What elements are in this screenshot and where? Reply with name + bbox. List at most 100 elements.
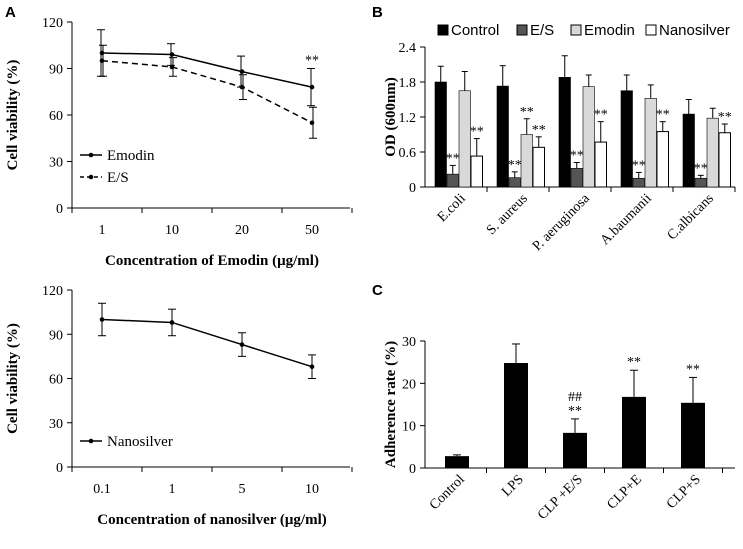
series-emodin: **	[97, 29, 319, 107]
x-tick-label: Control	[427, 472, 468, 513]
x-tick-label: 10	[305, 482, 319, 497]
y-tick-label: 30	[49, 417, 63, 432]
y-tick-label: 60	[49, 109, 63, 124]
legend-label: E/S	[530, 22, 554, 39]
bar	[681, 402, 705, 468]
significance-label: **	[508, 158, 522, 173]
significance-label: **	[632, 158, 646, 173]
x-tick-label: S. aureus	[484, 191, 531, 238]
y-axis-label: OD (600nm)	[383, 77, 399, 157]
x-tick-label: 50	[305, 223, 319, 238]
x-tick-label: CLP+E	[604, 472, 644, 512]
data-point	[169, 320, 175, 325]
significance-label: **	[718, 110, 732, 125]
error-bar	[630, 369, 638, 397]
panel-A2: 0 30 60 90 120 0.1 1 5 10 Concentration of nanosi…	[5, 284, 353, 528]
panel-label: A	[5, 4, 16, 21]
bar-e-s	[446, 173, 459, 188]
legend-label: Emodin	[107, 148, 155, 164]
bar-control	[434, 81, 447, 188]
panel-label: B	[372, 4, 383, 21]
error-bar	[685, 99, 692, 115]
x-tick-label: 20	[235, 223, 249, 238]
significance-label: **	[627, 355, 641, 370]
error-bar	[697, 174, 704, 179]
error-bar	[573, 162, 580, 169]
bar-nanosilver	[470, 155, 483, 188]
data-point	[239, 69, 245, 74]
y-axis-label: Adherence rate (%)	[383, 341, 399, 468]
error-bar	[689, 376, 697, 403]
x-tick-label: 10	[165, 223, 179, 238]
series-line	[101, 60, 313, 124]
y-tick-label: 0	[56, 202, 63, 217]
y-tick-label: 20	[402, 377, 416, 392]
significance-label: **	[570, 149, 584, 164]
error-bar	[499, 65, 506, 87]
bar-e-s	[694, 177, 707, 188]
y-tick-label: 0	[409, 181, 416, 196]
bar-nanosilver	[594, 141, 607, 188]
x-tick-label: LPS	[499, 472, 527, 500]
legend-label: Emodin	[584, 22, 635, 39]
x-tick-label: CLP+S	[664, 472, 704, 512]
error-bar	[585, 74, 592, 87]
bar-e-s	[570, 168, 583, 188]
significance-label: **	[305, 54, 319, 69]
legend-label: Nanosilver	[659, 22, 730, 39]
error-bar	[535, 136, 542, 148]
data-point	[99, 58, 105, 64]
series-line	[101, 318, 313, 368]
error-bar	[571, 418, 579, 433]
legend-entry: E/S	[516, 22, 554, 39]
data-point	[99, 317, 105, 322]
bar-e-s	[632, 177, 645, 188]
y-tick-label: 90	[49, 63, 63, 78]
legend-swatch	[516, 24, 528, 36]
x-tick-label: C.albicans	[665, 191, 717, 243]
significance-label: **	[470, 125, 484, 140]
y-tick-label: 0	[409, 462, 416, 477]
bar-nanosilver	[718, 132, 731, 188]
error-bar	[561, 55, 568, 78]
bar-emodin	[706, 117, 719, 188]
significance-label: **	[594, 108, 608, 123]
significance-label: **	[532, 123, 546, 138]
data-point	[309, 120, 315, 126]
y-tick-label: 1.8	[399, 76, 417, 91]
bar	[445, 456, 469, 468]
error-bar	[659, 121, 666, 132]
y-tick-label: 1.2	[399, 111, 417, 126]
legend-swatch	[645, 24, 657, 36]
bar-emodin	[582, 86, 595, 188]
data-point	[309, 364, 315, 370]
y-tick-label: 2.4	[399, 41, 417, 56]
error-bar	[523, 118, 530, 135]
data-point	[99, 50, 105, 56]
panel-A1: 0 30 60 90 120 1 10 20 50 Concentration of Emodin…	[5, 4, 353, 269]
x-axis-label: Concentration of nanosilver (μg/ml)	[97, 512, 326, 528]
legend-label: Control	[451, 22, 499, 39]
x-tick-label: P. aeruginosa	[530, 191, 593, 254]
legend-label: E/S	[107, 170, 129, 186]
error-bar	[461, 71, 468, 91]
bar	[622, 396, 646, 468]
data-point	[169, 64, 175, 70]
panel-label: C	[372, 282, 383, 299]
y-axis-label: Cell viability (%)	[5, 323, 21, 434]
series-nanosilver	[98, 302, 316, 379]
significance-label: **	[520, 105, 534, 120]
y-tick-label: 120	[42, 284, 63, 299]
data-point	[169, 52, 175, 57]
y-tick-label: 10	[402, 420, 416, 435]
y-tick-label: 120	[42, 16, 63, 31]
data-point	[239, 342, 245, 347]
data-point	[239, 84, 245, 90]
x-tick-label: 5	[239, 482, 246, 497]
series-line	[101, 52, 313, 88]
error-bar	[597, 121, 604, 143]
bar	[504, 363, 528, 468]
bar-nanosilver	[656, 131, 669, 188]
